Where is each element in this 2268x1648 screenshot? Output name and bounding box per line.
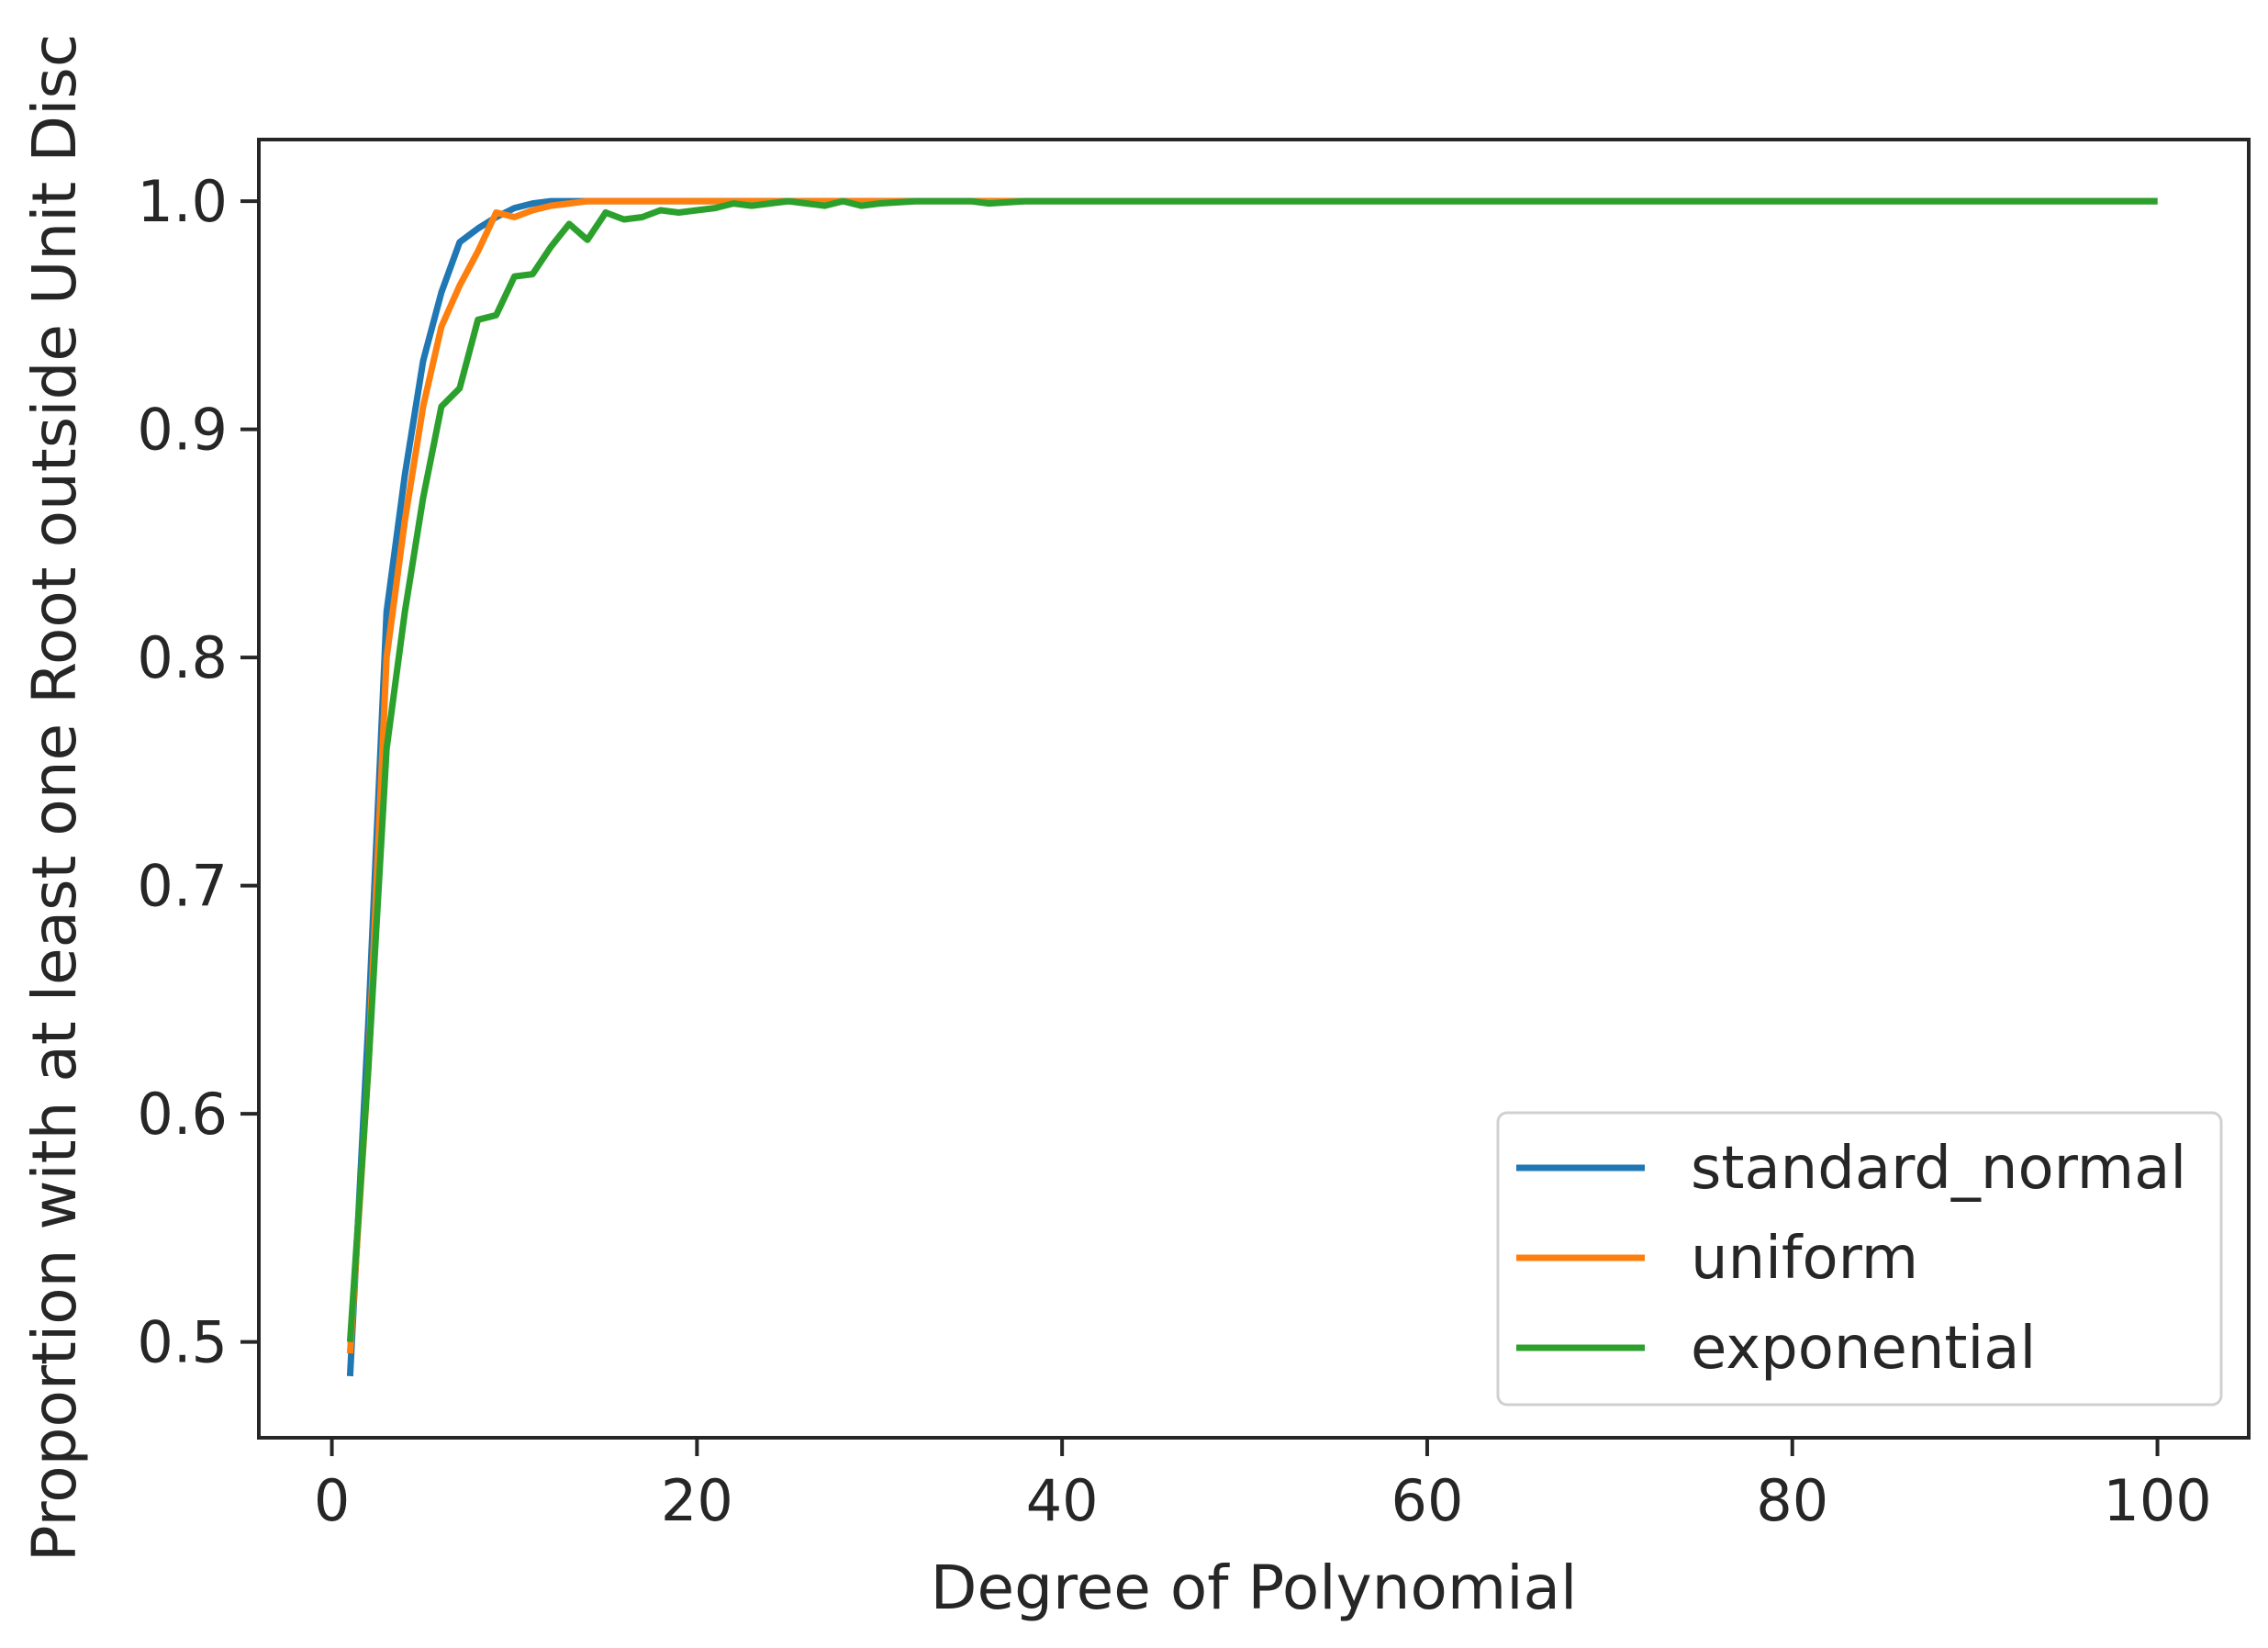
x-tick-label: 60 (1391, 1467, 1464, 1534)
y-axis: 0.5 0.6 0.7 0.8 0.9 1.0 (137, 168, 259, 1376)
x-tick-label: 20 (661, 1467, 733, 1534)
y-tick-label: 0.7 (137, 853, 228, 920)
series-line-exponential (346, 197, 2158, 1342)
legend-label: standard_normal (1691, 1135, 2186, 1203)
y-tick-label: 0.5 (137, 1309, 228, 1376)
x-tick-label: 100 (2103, 1467, 2211, 1534)
plot-frame (257, 138, 2251, 1440)
x-tick-label: 0 (314, 1467, 350, 1534)
series-layer (346, 197, 2158, 1377)
legend-item: uniform (1516, 1225, 1918, 1293)
legend-item: exponential (1516, 1315, 2036, 1383)
legend-box (1496, 1111, 2223, 1407)
y-tick-label: 1.0 (137, 168, 228, 235)
legend-label: uniform (1691, 1225, 1918, 1293)
x-tick-label: 80 (1756, 1467, 1828, 1534)
legend-item: standard_normal (1516, 1135, 2186, 1203)
x-axis: 0 20 40 60 80 100 (314, 1438, 2212, 1534)
x-tick-label: 40 (1026, 1467, 1099, 1534)
y-tick-label: 0.9 (137, 397, 228, 464)
y-tick-label: 0.8 (137, 624, 228, 691)
y-axis-label: Proportion with at least one Root outsid… (19, 34, 90, 1562)
legend-label: exponential (1691, 1315, 2036, 1383)
y-tick-label: 0.6 (137, 1081, 228, 1148)
x-axis-label: Degree of Polynomial (931, 1553, 1578, 1623)
